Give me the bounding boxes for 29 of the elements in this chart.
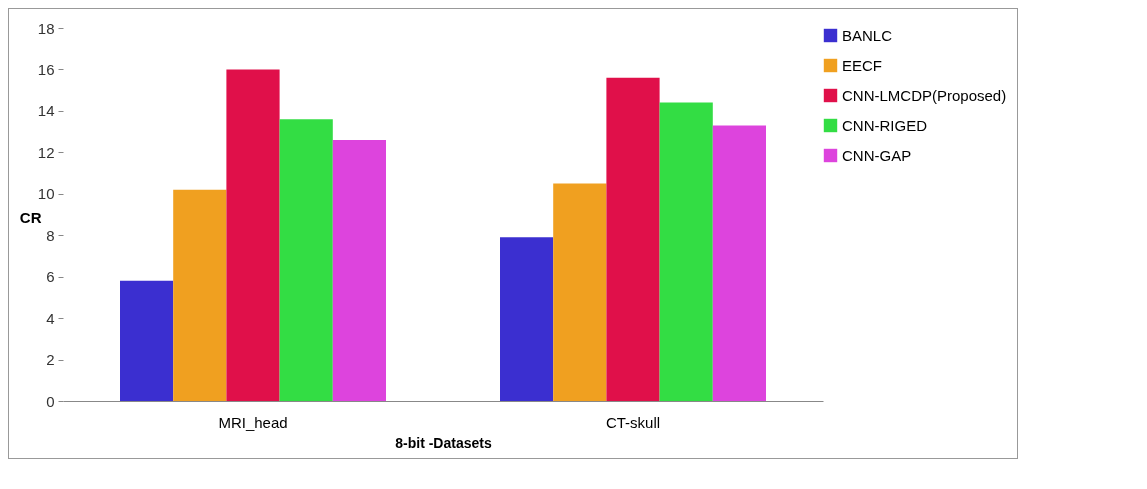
- y-tick-label: 16: [37, 60, 55, 78]
- y-tick-label: 14: [37, 102, 55, 120]
- y-tick-label: 18: [37, 19, 55, 37]
- y-tick-label: 12: [37, 143, 55, 161]
- y-tick-label: 2: [46, 351, 55, 369]
- bar: [120, 280, 174, 401]
- bar: [553, 183, 607, 401]
- y-tick-label: 10: [37, 185, 55, 203]
- legend-label: BANLC: [842, 26, 893, 44]
- bar: [332, 139, 386, 401]
- bar: [279, 119, 333, 401]
- x-tick-label: CT-skull: [605, 413, 661, 431]
- bar: [500, 237, 554, 401]
- bar: [659, 102, 713, 401]
- y-tick-label: 6: [46, 268, 55, 286]
- bar: [606, 77, 660, 401]
- legend-label: CNN-LMCDP(Proposed): [842, 86, 1007, 104]
- legend-label: CNN-RIGED: [842, 116, 928, 134]
- y-tick-label: 0: [46, 392, 55, 410]
- legend-label: CNN-GAP: [842, 146, 912, 164]
- x-tick-label: MRI_head: [218, 413, 288, 431]
- x-axis-title: 8-bit -Datasets: [395, 434, 492, 451]
- bar: [712, 125, 766, 401]
- bar: [173, 189, 227, 401]
- y-axis-title: CR: [19, 209, 42, 227]
- legend-label: EECF: [842, 56, 883, 74]
- y-tick-label: 8: [46, 226, 55, 244]
- y-tick-label: 4: [46, 309, 55, 327]
- bar: [226, 69, 280, 401]
